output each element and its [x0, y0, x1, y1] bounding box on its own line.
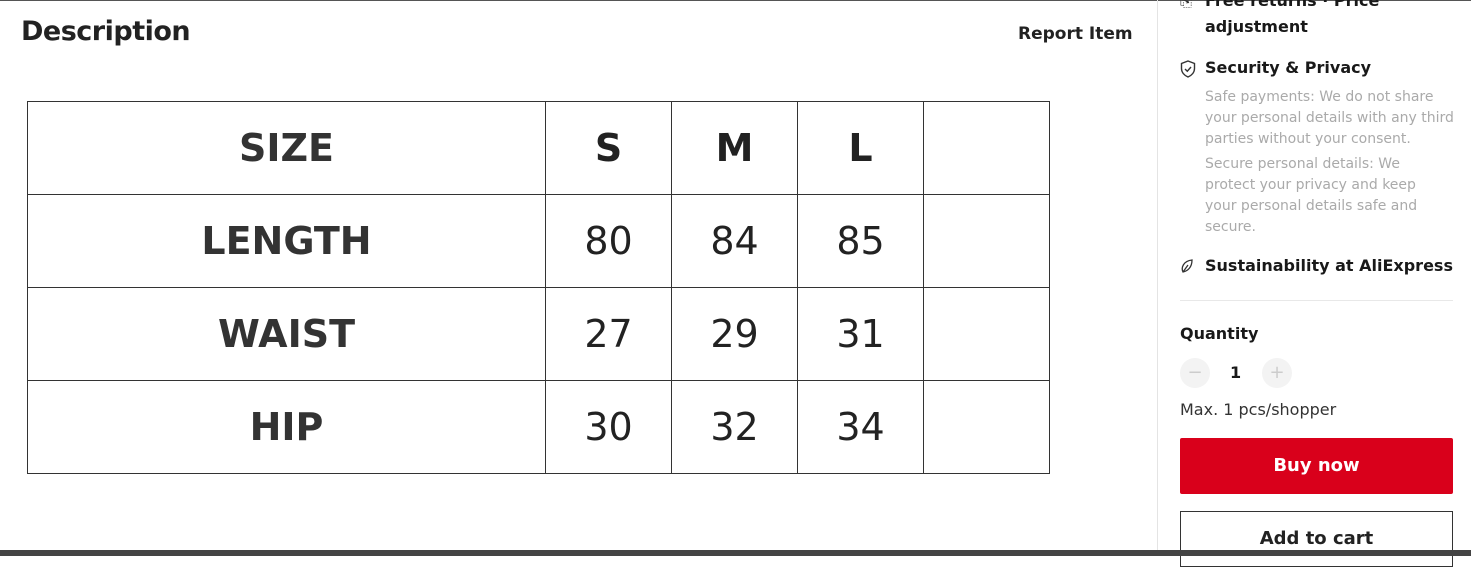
table-row: WAIST 27 29 31: [27, 287, 1050, 381]
leaf-icon: [1180, 258, 1194, 278]
returns-icon: ⎘: [1180, 0, 1193, 10]
table-cell: [923, 194, 1050, 288]
table-cell: 27: [545, 287, 672, 381]
table-row: LENGTH 80 84 85: [27, 194, 1050, 288]
secure-details-text: Secure personal details: We protect your…: [1205, 156, 1418, 235]
table-cell: 85: [797, 194, 924, 288]
table-cell: [923, 380, 1050, 474]
header-cell: L: [797, 101, 924, 195]
table-cell: [923, 287, 1050, 381]
returns-line1: Free returns · Price: [1205, 0, 1380, 10]
header-cell: SIZE: [27, 101, 546, 195]
quantity-decrease-button[interactable]: −: [1180, 358, 1210, 388]
table-cell: 84: [671, 194, 798, 288]
quantity-increase-button[interactable]: +: [1262, 358, 1292, 388]
table-cell: 31: [797, 287, 924, 381]
header-cell: [923, 101, 1050, 195]
quantity-value[interactable]: 1: [1230, 363, 1242, 382]
shield-check-icon: [1180, 60, 1196, 82]
table-row: HIP 30 32 34: [27, 380, 1050, 474]
max-per-shopper-note: Max. 1 pcs/shopper: [1180, 400, 1337, 419]
safe-payments-text: Safe payments: We do not share your pers…: [1205, 89, 1454, 147]
table-cell: 29: [671, 287, 798, 381]
returns-line2: adjustment: [1205, 17, 1308, 36]
table-cell: 80: [545, 194, 672, 288]
quantity-label: Quantity: [1180, 324, 1259, 343]
row-label: WAIST: [27, 287, 546, 381]
sustainability-link[interactable]: Sustainability at AliExpress: [1205, 256, 1453, 275]
table-header-row: SIZE S M L: [27, 101, 1050, 195]
table-cell: 34: [797, 380, 924, 474]
buy-now-button[interactable]: Buy now: [1180, 438, 1453, 494]
size-chart-table: SIZE S M L LENGTH 80 84 85 WAIST 27 29 3…: [27, 101, 1050, 474]
row-label: LENGTH: [27, 194, 546, 288]
header-cell: M: [671, 101, 798, 195]
report-item-link[interactable]: Report Item: [1018, 24, 1133, 44]
header-cell: S: [545, 101, 672, 195]
security-privacy-title[interactable]: Security & Privacy: [1205, 58, 1372, 77]
table-cell: 30: [545, 380, 672, 474]
top-border: [0, 0, 1471, 1]
section-divider: [1180, 300, 1453, 301]
description-title: Description: [21, 16, 191, 47]
add-to-cart-button[interactable]: Add to cart: [1180, 511, 1453, 567]
table-cell: 32: [671, 380, 798, 474]
bottom-bar: [0, 550, 1471, 556]
row-label: HIP: [27, 380, 546, 474]
column-divider: [1157, 0, 1158, 556]
